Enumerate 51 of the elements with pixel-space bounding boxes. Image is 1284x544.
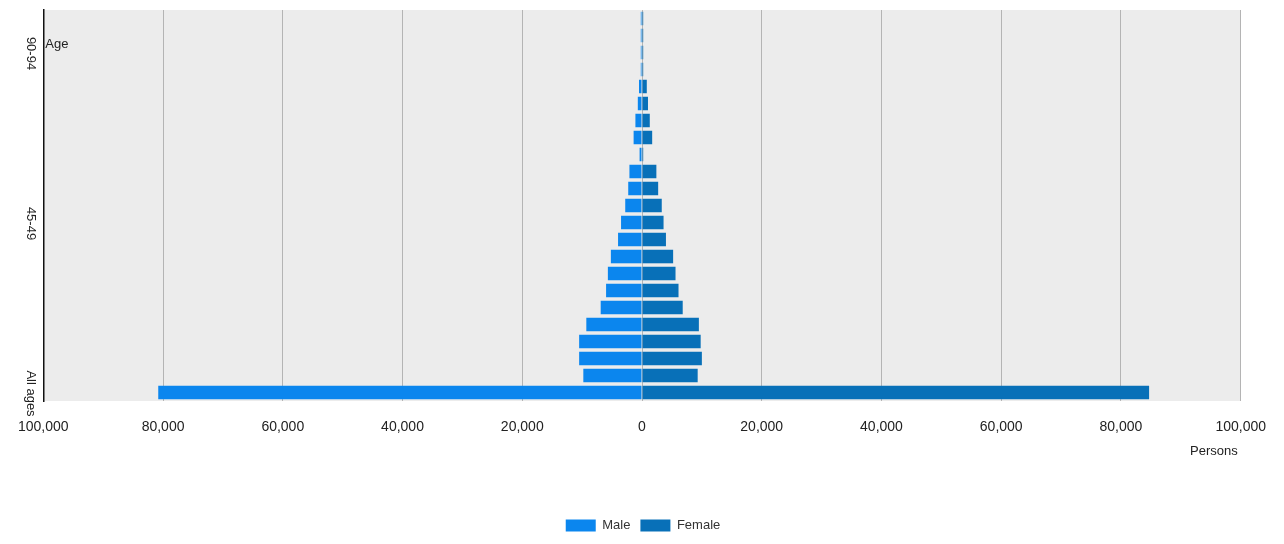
bar	[642, 368, 698, 383]
legend-label: Male	[602, 517, 631, 533]
bar	[579, 334, 642, 349]
bar	[642, 300, 683, 315]
y-tick-label: All ages	[23, 370, 39, 418]
x-tick-label: 60,000	[979, 418, 1023, 435]
x-tick-label: 100,000	[1215, 418, 1267, 435]
bar	[642, 113, 650, 128]
bar	[642, 198, 662, 213]
bar	[618, 232, 642, 247]
bar	[642, 232, 666, 247]
bar	[642, 215, 664, 230]
bar	[606, 283, 642, 298]
bar	[628, 181, 642, 196]
bar	[629, 164, 642, 179]
bar	[583, 368, 642, 383]
bar	[625, 198, 642, 213]
bar	[642, 385, 1150, 400]
bar	[642, 283, 679, 298]
bar	[579, 351, 642, 366]
x-tick-label: 80,000	[1099, 418, 1143, 435]
bar	[600, 300, 642, 315]
bar	[642, 351, 702, 366]
bar	[639, 79, 642, 94]
x-tick-label: 80,000	[141, 418, 185, 435]
x-tick-label: 40,000	[381, 418, 425, 435]
bar	[586, 317, 642, 332]
x-axis-title: Persons	[1189, 443, 1239, 459]
x-tick-label: 100,000	[18, 418, 69, 435]
bar	[635, 113, 642, 128]
bar	[642, 249, 674, 264]
x-tick-label: 20,000	[740, 418, 784, 435]
y-tick-label: 45-49	[23, 206, 39, 241]
bar	[642, 334, 701, 349]
x-tick-label: 40,000	[860, 418, 904, 435]
bar	[607, 266, 642, 281]
bar	[642, 79, 647, 94]
bar	[158, 385, 642, 400]
x-tick-label: 60,000	[261, 418, 305, 435]
bar	[633, 130, 642, 145]
x-tick-label: 20,000	[500, 418, 544, 435]
legend-label: Female	[676, 517, 721, 533]
y-tick-label: 90-94	[23, 36, 39, 71]
x-tick-label: 0	[638, 418, 647, 435]
bar	[610, 249, 642, 264]
y-axis-title: Age	[45, 36, 69, 52]
bar	[621, 215, 642, 230]
bar	[642, 266, 676, 281]
bar	[637, 96, 642, 111]
bar	[642, 181, 659, 196]
bar	[642, 317, 699, 332]
